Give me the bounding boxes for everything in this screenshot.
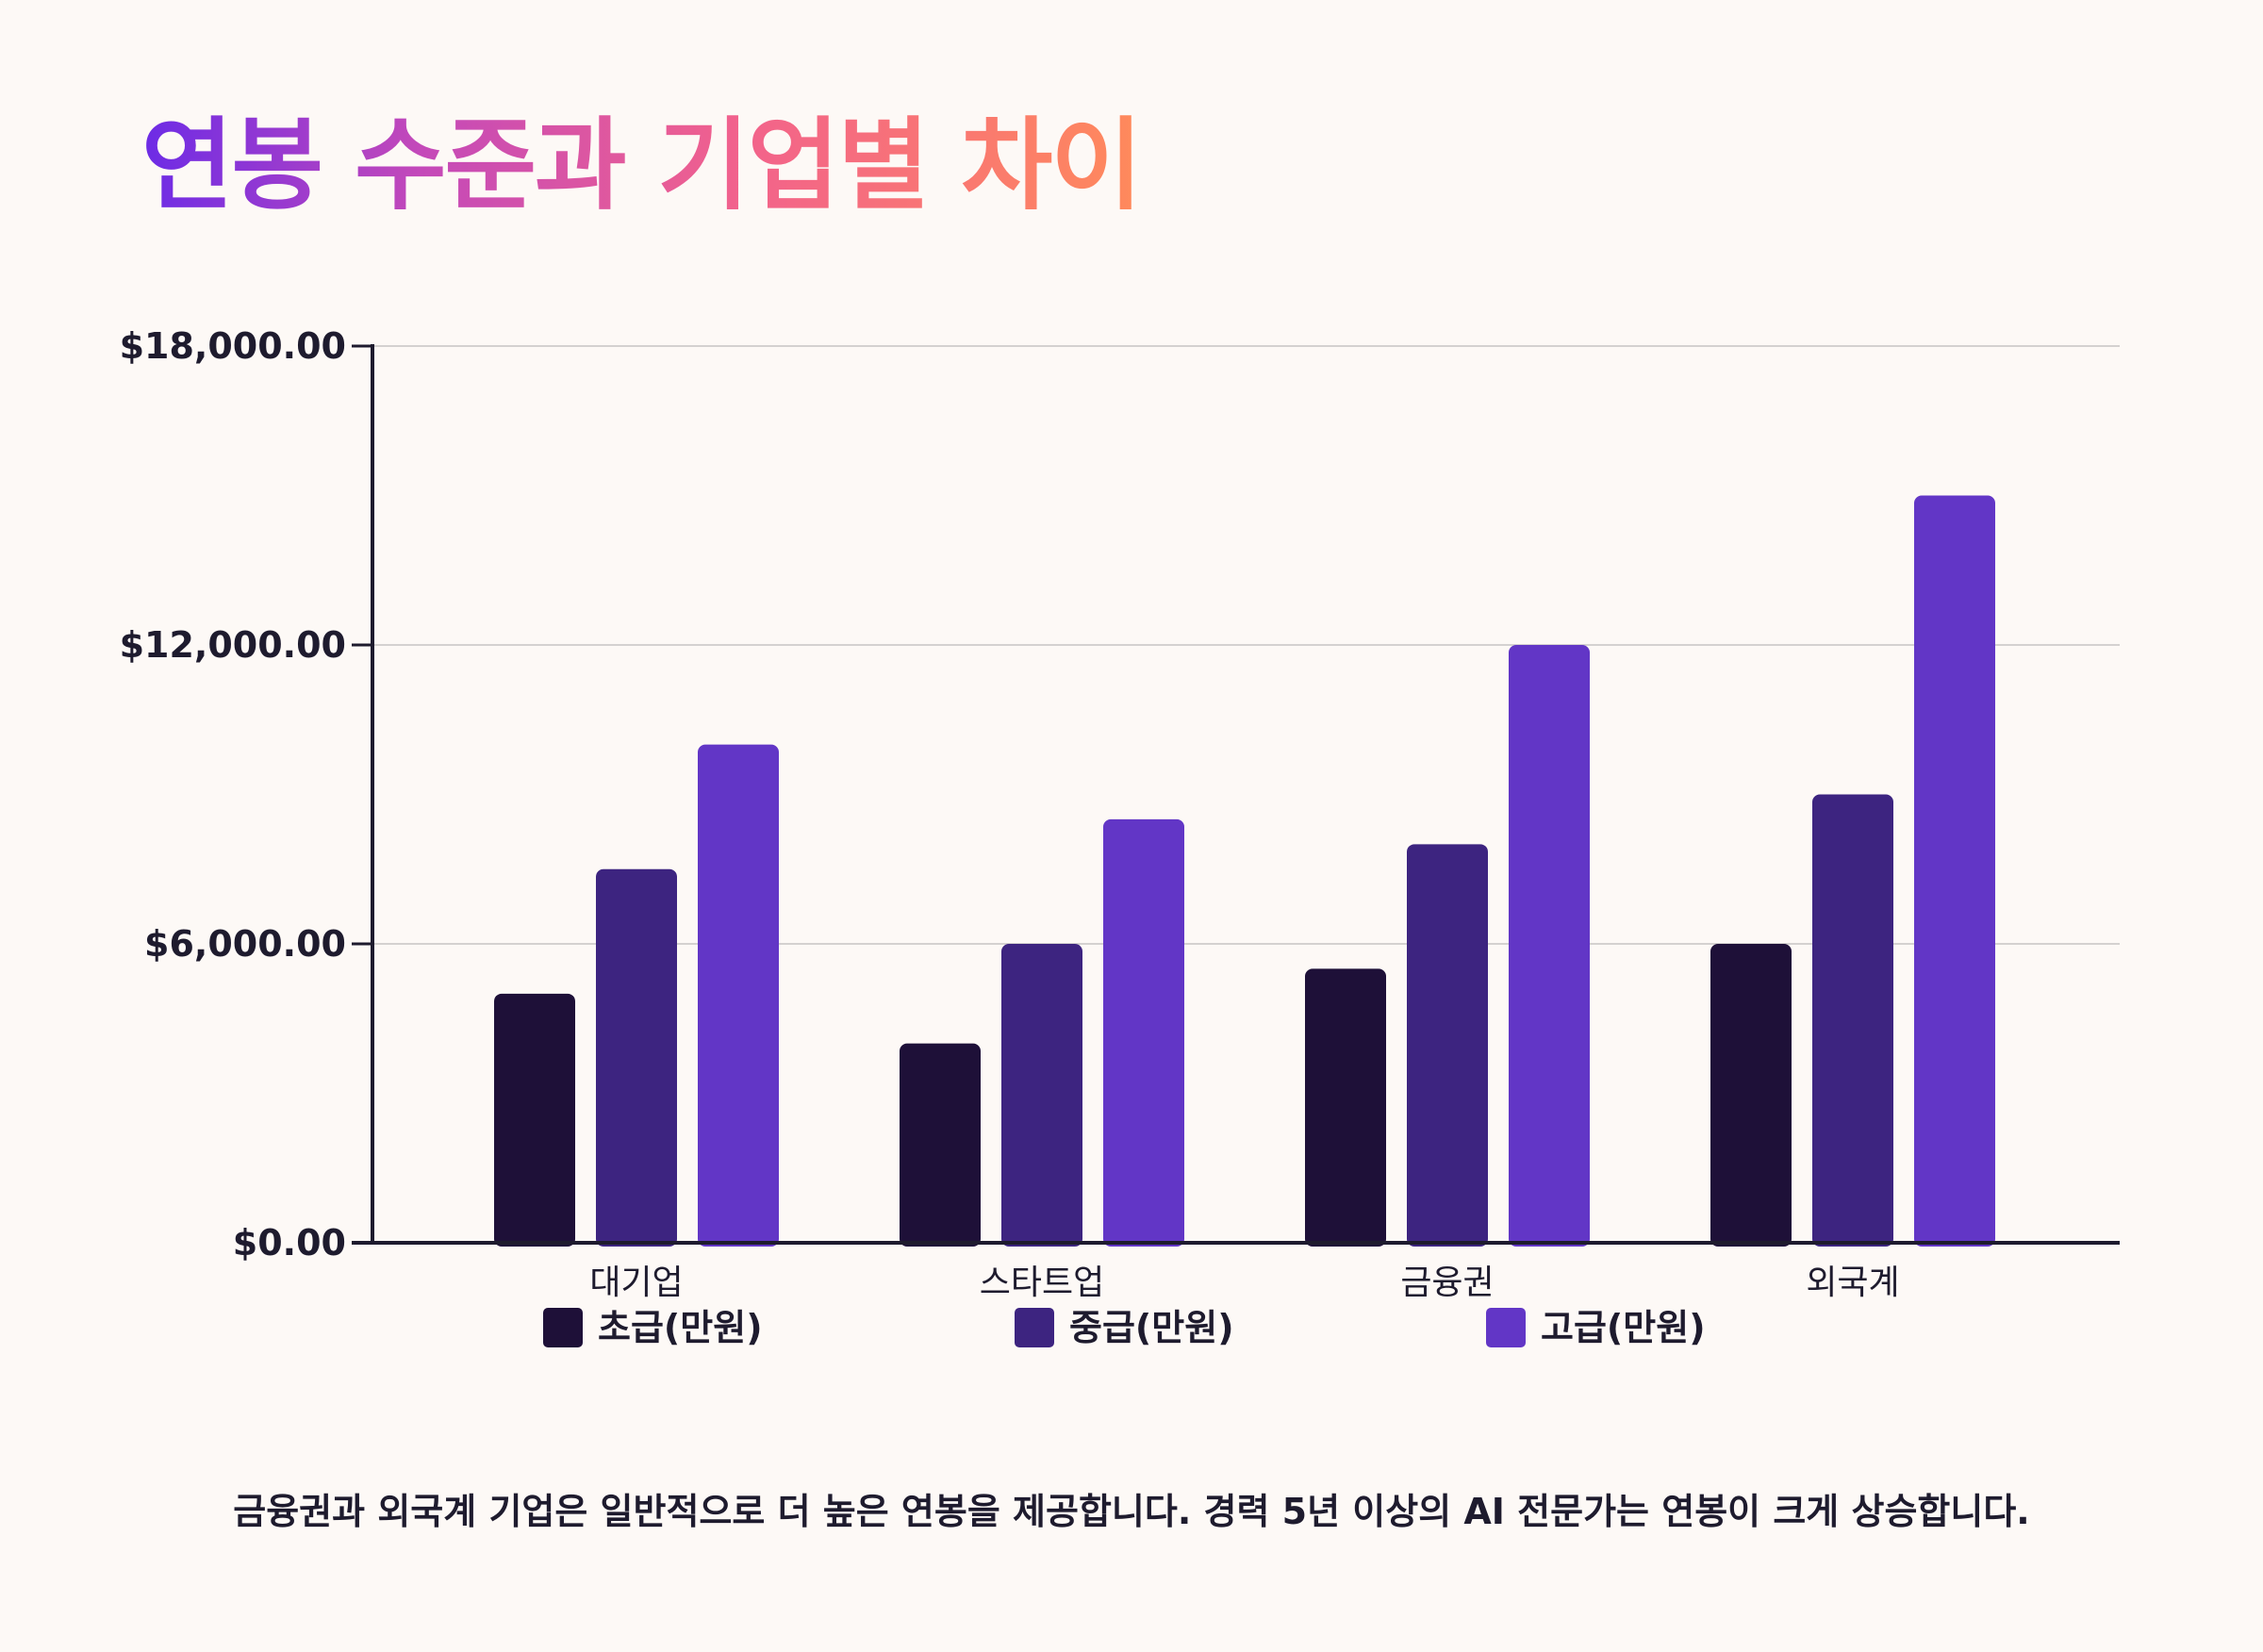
chart-title: 연봉 수준과 기업별 차이	[141, 107, 1143, 223]
bar-2-3	[1103, 818, 1184, 1247]
y-tick-label: $6,000.00	[144, 923, 346, 965]
legend-swatch	[1015, 1308, 1054, 1347]
bar-2-2	[1001, 944, 1082, 1247]
legend-swatch	[543, 1308, 583, 1347]
legend-swatch	[1486, 1308, 1526, 1347]
bar-3-3	[1509, 645, 1590, 1247]
x-axis-ticks: 대기업 스타트업 금융권 외국계	[589, 1264, 1899, 1302]
x-tick-label: 외국계	[1806, 1264, 1899, 1302]
bar-1-1	[494, 993, 575, 1247]
bar-4-3	[1914, 495, 1995, 1247]
x-tick-label: 대기업	[589, 1264, 683, 1302]
legend-label: 중급(만원)	[1069, 1307, 1234, 1348]
legend-label: 초급(만원)	[598, 1307, 763, 1348]
x-tick-label: 금융권	[1400, 1264, 1494, 1302]
legend-label: 고급(만원)	[1541, 1307, 1706, 1348]
bar-4-1	[1710, 944, 1792, 1247]
legend: 초급(만원) 중급(만원) 고급(만원)	[543, 1307, 1706, 1348]
bar-3-1	[1305, 968, 1386, 1247]
y-axis-ticks: $0.00 $6,000.00 $12,000.00 $18,000.00	[120, 325, 372, 1264]
y-tick-label: $0.00	[233, 1222, 346, 1264]
bar-3-2	[1407, 844, 1488, 1247]
bar-4-2	[1812, 794, 1893, 1247]
y-tick-label: $12,000.00	[120, 624, 346, 666]
bar-1-3	[698, 744, 779, 1247]
x-tick-label: 스타트업	[980, 1264, 1104, 1302]
bar-1-2	[596, 868, 677, 1247]
footnote: 금융권과 외국계 기업은 일반적으로 더 높은 연봉을 제공합니다. 경력 5년…	[233, 1491, 2030, 1532]
axes	[352, 344, 2120, 1245]
bar-2-1	[900, 1043, 981, 1247]
bars	[494, 495, 1995, 1247]
y-tick-label: $18,000.00	[120, 325, 346, 367]
